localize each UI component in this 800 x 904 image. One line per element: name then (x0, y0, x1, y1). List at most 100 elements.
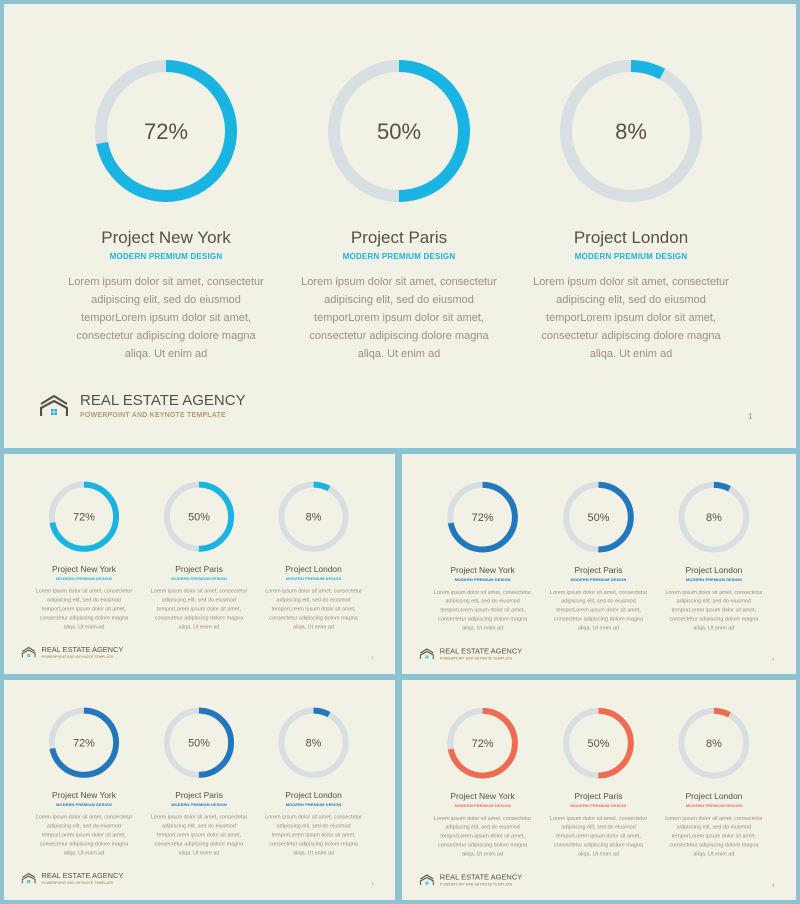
project-title: Project Paris (175, 564, 223, 574)
project-description: Lorem ipsum dolor sit amet, consectetur … (68, 276, 264, 360)
donut-progress (278, 481, 349, 552)
donut-percent-label: 50% (188, 738, 210, 750)
house-logo-icon (21, 872, 36, 884)
progress-donut: 50% (563, 707, 634, 779)
project-column: 8% Project London MODERN PREMIUM DESIGN Lor… (649, 706, 778, 859)
page-number: 5 (772, 882, 775, 888)
project-title: Project London (685, 791, 743, 801)
donut-percent-label: 50% (588, 738, 610, 750)
progress-donut: 72% (447, 707, 518, 779)
donut-progress (447, 481, 518, 553)
brand-subtitle: POWERPOINT AND KEYNOTE TEMPLATE (41, 881, 114, 885)
donut-percent-label: 50% (188, 512, 210, 524)
project-column: 72% Project New York MODERN PREMIUM DESIGN… (20, 480, 148, 632)
project-subtitle: MODERN PREMIUM DESIGN (285, 802, 342, 807)
page-number: 3 (772, 656, 775, 662)
brand-text: REAL ESTATE AGENCY POWERPOINT AND KEYNOTE… (42, 646, 124, 659)
brand-title: REAL ESTATE AGENCY (439, 647, 523, 656)
project-subtitle: MODERN PREMIUM DESIGN (685, 803, 742, 808)
project-description: Lorem ipsum dolor sit amet, consectetur … (433, 589, 532, 632)
progress-donut: 72% (48, 707, 120, 778)
slide-3-thumbnail[interactable]: 72% Project New York MODERN PREMIUM DESIGN… (402, 454, 796, 674)
brand-footer: REAL ESTATE AGENCY POWERPOINT AND KEYNOTE… (21, 872, 124, 885)
donut-percent-label: 50% (377, 119, 421, 144)
brand-footer: REAL ESTATE AGENCY POWERPOINT AND KEYNOTE… (419, 647, 522, 660)
donut-percent-label: 72% (472, 512, 494, 524)
project-description: Lorem ipsum dolor sit amet, consectetur … (301, 276, 497, 360)
project-title: Project Paris (175, 790, 223, 800)
slide-1: 72% Project New York MODERN PREMIUM DESIGN… (4, 4, 796, 448)
brand-text: REAL ESTATE AGENCY POWERPOINT AND KEYNOTE… (440, 647, 522, 660)
project-column: 8% Project London MODERN PREMIUM DESIGN Lor… (249, 706, 377, 858)
brand-text: REAL ESTATE AGENCY POWERPOINT AND KEYNOTE… (440, 873, 522, 886)
project-column: 72% Project New York MODERN PREMIUM DESIGN… (418, 480, 547, 633)
brand-subtitle: POWERPOINT AND KEYNOTE TEMPLATE (439, 882, 513, 887)
project-description: Lorem ipsum dolor sit amet, consectetur … (665, 815, 763, 858)
project-column: 8% Project London MODERN PREMIUM DESIGN Lor… (649, 480, 778, 633)
donut-progress (678, 707, 750, 779)
project-column: 8% Project London MODERN PREMIUM DESIGN Lor… (249, 480, 377, 632)
project-title: Project New York (450, 791, 515, 801)
donut-percent-label: 8% (306, 512, 322, 524)
donut-progress (163, 707, 235, 778)
project-title: Project London (285, 564, 342, 574)
brand-text: REAL ESTATE AGENCY POWERPOINT AND KEYNOTE… (42, 872, 124, 885)
donut-percent-label: 50% (588, 512, 610, 524)
project-description: Lorem ipsum dolor sit amet, consectetur … (433, 815, 532, 858)
project-description: Lorem ipsum dolor sit amet, consectetur … (265, 588, 362, 630)
slide-5-thumbnail[interactable]: 72% Project New York MODERN PREMIUM DESIGN… (402, 680, 796, 900)
project-column: 50% Project Paris MODERN PREMIUM DESIGN Lor… (269, 56, 529, 363)
project-subtitle: MODERN PREMIUM DESIGN (342, 252, 456, 261)
project-subtitle: MODERN PREMIUM DESIGN (56, 576, 112, 581)
project-column: 72% Project New York MODERN PREMIUM DESIGN… (20, 706, 148, 858)
project-title: Project Paris (574, 565, 623, 575)
project-description: Lorem ipsum dolor sit amet, consectetur … (265, 814, 362, 856)
donut-percent-label: 8% (706, 512, 722, 524)
slide-4-thumbnail[interactable]: 72% Project New York MODERN PREMIUM DESIGN… (4, 680, 395, 900)
donut-progress (678, 481, 750, 553)
slide-2-thumbnail[interactable]: 72% Project New York MODERN PREMIUM DESIGN… (4, 454, 395, 674)
project-description: Lorem ipsum dolor sit amet, consectetur … (150, 814, 248, 856)
project-subtitle: MODERN PREMIUM DESIGN (570, 803, 627, 808)
project-title: Project New York (450, 565, 515, 575)
project-title: Project New York (101, 228, 231, 247)
project-subtitle: MODERN PREMIUM DESIGN (171, 802, 227, 807)
project-description: Lorem ipsum dolor sit amet, consectetur … (35, 588, 133, 630)
donut-progress (48, 481, 120, 552)
project-column: 50% Project Paris MODERN PREMIUM DESIGN Lor… (534, 706, 663, 859)
brand-subtitle: POWERPOINT AND KEYNOTE TEMPLATE (41, 655, 114, 659)
donut-progress (95, 60, 237, 202)
project-description: Lorem ipsum dolor sit amet, consectetur … (549, 589, 648, 632)
progress-donut: 8% (678, 481, 750, 553)
project-subtitle: MODERN PREMIUM DESIGN (56, 802, 112, 807)
brand-title: REAL ESTATE AGENCY (80, 392, 246, 409)
donut-progress (560, 60, 702, 202)
donut-percent-label: 72% (73, 512, 95, 524)
progress-donut: 72% (95, 60, 237, 202)
donut-percent-label: 8% (306, 738, 322, 750)
house-logo-icon (21, 646, 36, 658)
project-subtitle: MODERN PREMIUM DESIGN (171, 576, 227, 581)
project-title: Project New York (52, 790, 116, 800)
donut-progress (447, 707, 518, 779)
donut-percent-label: 8% (615, 119, 647, 144)
brand-subtitle: POWERPOINT AND KEYNOTE TEMPLATE (439, 656, 513, 661)
donut-percent-label: 72% (472, 738, 494, 750)
donut-progress (163, 481, 235, 552)
donut-progress (278, 707, 349, 778)
progress-donut: 72% (48, 481, 120, 552)
project-column: 50% Project Paris MODERN PREMIUM DESIGN Lor… (135, 480, 263, 632)
brand-footer: REAL ESTATE AGENCY POWERPOINT AND KEYNOTE… (21, 646, 124, 659)
house-logo-icon (40, 394, 68, 416)
project-title: Project London (285, 790, 342, 800)
progress-donut: 50% (163, 481, 235, 552)
progress-donut: 8% (560, 60, 702, 202)
project-column: 72% Project New York MODERN PREMIUM DESIGN… (36, 56, 296, 363)
project-description: Lorem ipsum dolor sit amet, consectetur … (665, 589, 763, 632)
project-subtitle: MODERN PREMIUM DESIGN (685, 577, 742, 582)
progress-donut: 8% (278, 707, 349, 778)
project-column: 50% Project Paris MODERN PREMIUM DESIGN Lor… (135, 706, 263, 858)
project-title: Project London (573, 228, 689, 247)
project-subtitle: MODERN PREMIUM DESIGN (109, 252, 223, 261)
project-description: Lorem ipsum dolor sit amet, consectetur … (533, 276, 729, 360)
